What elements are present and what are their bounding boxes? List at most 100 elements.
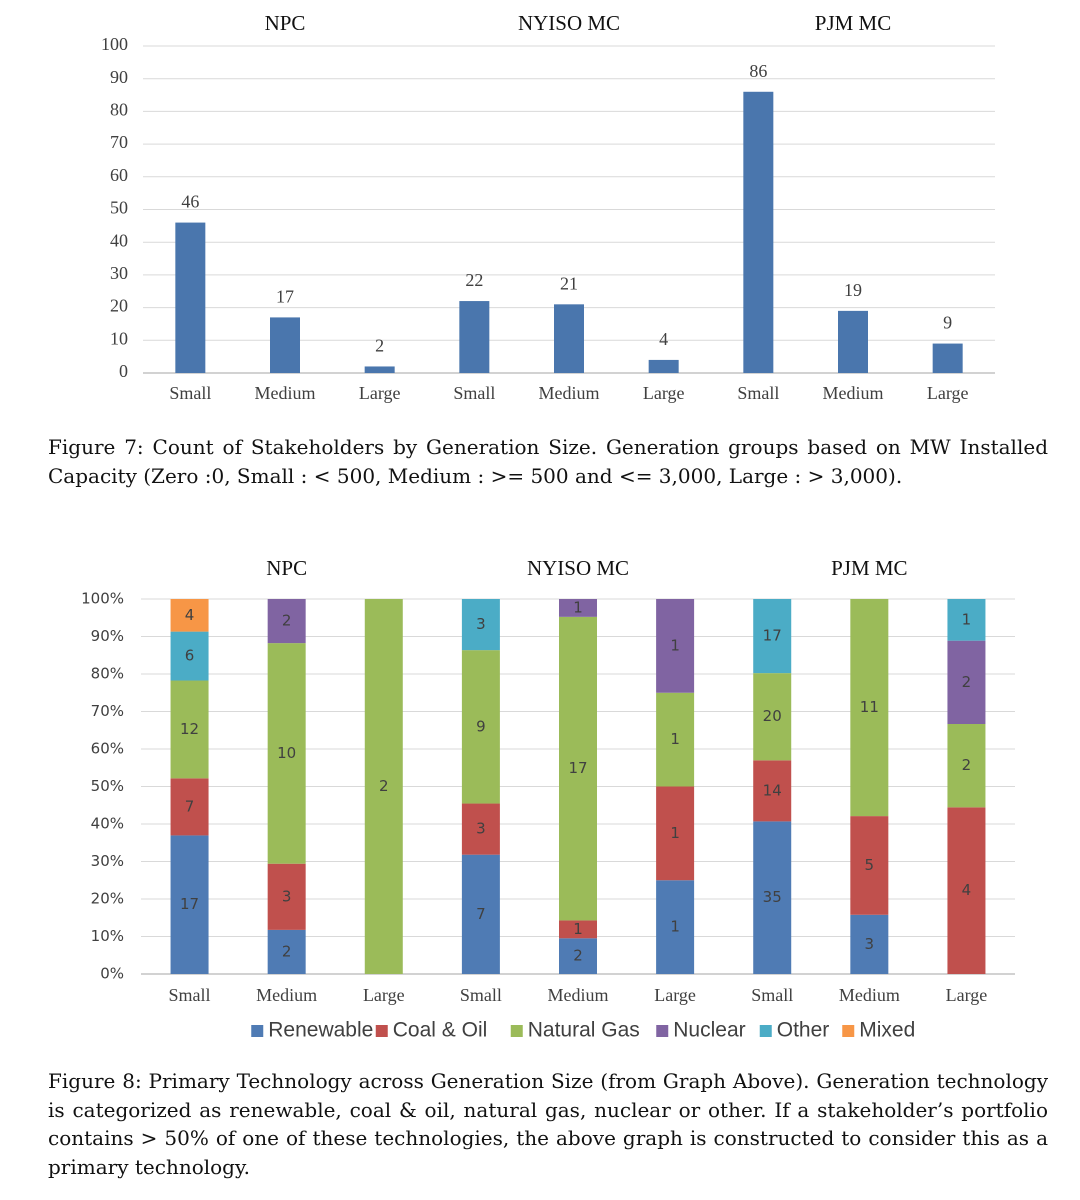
y-tick-label: 20 — [110, 296, 128, 316]
bar-segment — [170, 835, 209, 974]
figure-8-chart: 0% 10% 20% 30% 40% 50% 60% 70% 80% 90% 100% NPC NYIS… — [81, 556, 1015, 1042]
x-tick-label: Small — [453, 383, 495, 403]
bar-segment — [753, 760, 792, 822]
y-tick-label: 70% — [91, 702, 124, 720]
y-tick-label: 10% — [91, 927, 124, 945]
bar-segment — [170, 778, 209, 836]
bar-segment — [461, 650, 500, 804]
data-label: 1 — [670, 636, 680, 654]
bar-segment — [753, 673, 792, 761]
bar-segment — [461, 854, 500, 974]
legend-label: Other — [777, 1019, 830, 1042]
y-tick-label: 20% — [91, 890, 124, 908]
y-tick-label: 30% — [91, 852, 124, 870]
legend-swatch — [510, 1025, 523, 1037]
bar-segment — [559, 920, 597, 939]
data-label: 9 — [476, 717, 486, 735]
x-tick-label: Large — [359, 383, 401, 403]
y-tick-label: 60% — [91, 740, 124, 758]
bar — [364, 366, 395, 373]
y-tick-label: 90 — [110, 67, 128, 87]
data-label: 3 — [476, 615, 486, 633]
data-label: 2 — [282, 942, 292, 960]
y-tick-label: 40% — [91, 815, 124, 833]
bar-segment — [267, 599, 306, 644]
data-label: 17 — [568, 759, 587, 777]
x-tick-label: Large — [654, 985, 696, 1005]
y-tick-label: 30 — [110, 263, 128, 283]
caption: Figure 8: Primary Technology across Gene… — [48, 1069, 1048, 1179]
y-tick-label: 90% — [91, 627, 124, 645]
bar-segment — [753, 599, 792, 674]
data-label: 86 — [749, 61, 767, 81]
data-label: 46 — [181, 192, 199, 212]
y-tick-label: 60 — [110, 165, 128, 185]
legend-label: Nuclear — [673, 1019, 745, 1042]
x-tick-label: Large — [643, 383, 685, 403]
y-tick-label: 70 — [110, 132, 128, 152]
y-tick-label: 100 — [101, 34, 128, 54]
bar-segment — [170, 599, 209, 632]
data-label: 1 — [962, 610, 972, 628]
data-label: 2 — [375, 336, 384, 356]
bar-segment — [947, 807, 986, 974]
bar — [459, 301, 490, 373]
y-tick-label: 50 — [110, 198, 128, 218]
x-tick-label: Medium — [823, 383, 884, 403]
data-label: 22 — [465, 270, 483, 290]
caption: Figure 7: Count of Stakeholders by Gener… — [48, 435, 1048, 488]
data-label: 3 — [865, 935, 875, 953]
bar-segment — [559, 938, 597, 974]
data-label: 2 — [962, 756, 972, 774]
data-label: 11 — [860, 698, 879, 716]
legend-swatch — [375, 1025, 388, 1037]
group-label: NPC — [265, 11, 306, 35]
legend-swatch — [842, 1025, 855, 1037]
data-label: 4 — [962, 881, 972, 899]
data-label: 1 — [670, 824, 680, 842]
legend-swatch — [656, 1025, 669, 1037]
x-tick-label: Large — [927, 383, 969, 403]
y-tick-label: 0 — [119, 361, 128, 381]
data-label: 17 — [180, 895, 199, 913]
data-label: 14 — [763, 781, 782, 799]
bar — [743, 91, 774, 373]
bar — [175, 222, 206, 373]
data-label: 3 — [476, 820, 486, 838]
data-label: 1 — [573, 598, 583, 616]
bar — [838, 310, 868, 373]
bar-segment — [850, 599, 889, 817]
bar-segment — [947, 599, 986, 641]
bar-segment — [559, 599, 597, 617]
y-tick-label: 80 — [110, 100, 128, 120]
x-tick-label: Medium — [548, 985, 609, 1005]
y-tick-label: 10 — [110, 328, 128, 348]
y-tick-label: 40 — [110, 230, 128, 250]
legend-label: Renewable — [268, 1019, 373, 1042]
bar-segment — [267, 863, 306, 930]
bar-segment — [461, 599, 500, 651]
bar — [932, 343, 963, 373]
data-label: 1 — [573, 920, 583, 938]
bar-segment — [850, 816, 889, 915]
bar-segment — [267, 643, 306, 864]
x-tick-label: Small — [460, 985, 502, 1005]
y-tick-label: 0% — [100, 965, 124, 983]
bar — [270, 317, 300, 373]
bar-segment — [753, 821, 792, 974]
bar-segment — [461, 803, 500, 855]
group-label: PJM MC — [831, 556, 907, 580]
data-label: 9 — [943, 313, 952, 333]
y-tick-label: 80% — [91, 665, 124, 683]
x-tick-label: Large — [946, 985, 988, 1005]
x-tick-label: Small — [737, 383, 779, 403]
data-label: 12 — [180, 720, 199, 738]
legend-swatch — [251, 1025, 264, 1037]
data-label: 35 — [763, 888, 782, 906]
bar-segment — [656, 880, 695, 974]
x-tick-label: Small — [169, 383, 211, 403]
figure-7-chart: 0 10 20 30 40 50 60 70 80 90 100 NPC NYISO MC PJM MC S… — [101, 11, 995, 403]
data-label: 2 — [379, 777, 389, 795]
bar-segment — [559, 616, 597, 921]
